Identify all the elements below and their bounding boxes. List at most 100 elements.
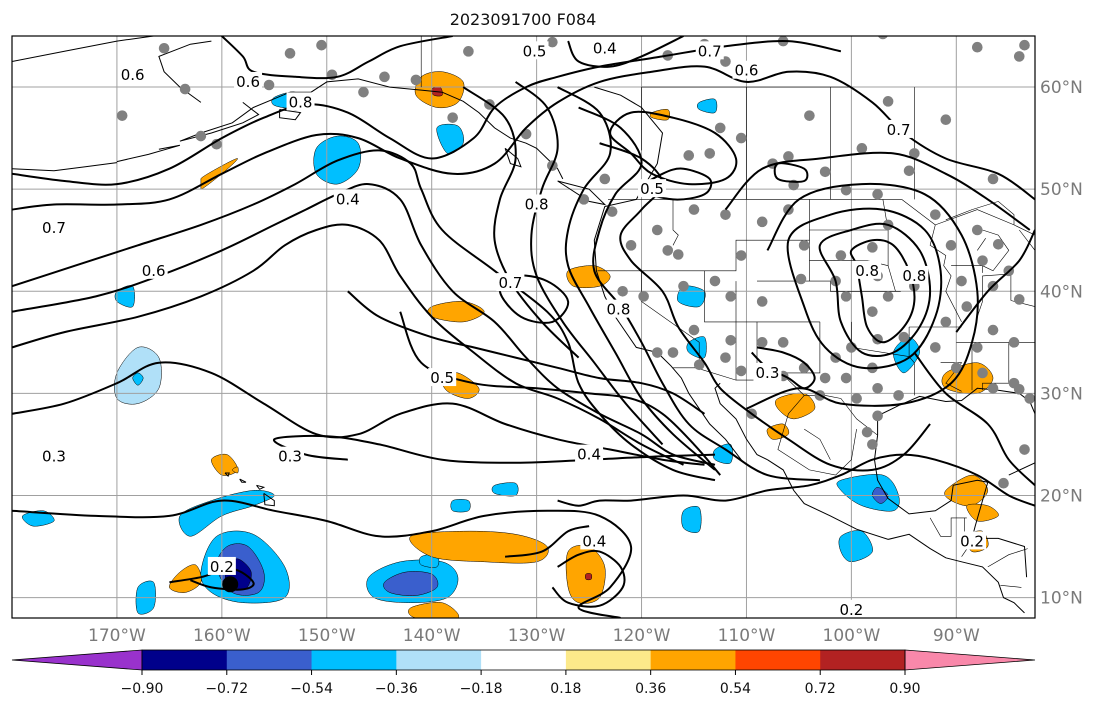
border-line — [783, 321, 821, 374]
contour-line — [514, 81, 664, 446]
station-dot — [683, 150, 695, 161]
coastline — [1008, 462, 1035, 476]
contour-label: 0.2 — [839, 601, 863, 619]
contour-label-bg — [732, 60, 761, 79]
station-dot — [987, 173, 999, 185]
coastline — [179, 78, 564, 180]
colorbar-tick-label: 0.54 — [720, 681, 751, 697]
contour-label: 0.6 — [142, 262, 166, 280]
contour-label-bg — [900, 265, 929, 284]
contour-line — [504, 525, 590, 558]
station-dot — [961, 301, 973, 312]
colorbar-tick-label: 0.18 — [550, 681, 581, 697]
station-dot — [783, 151, 794, 162]
contour-line — [557, 86, 716, 471]
contour-label-bg — [638, 179, 667, 198]
shaded-region — [436, 123, 464, 155]
contour-label: 0.5 — [523, 42, 547, 60]
contour-label: 0.7 — [887, 121, 911, 139]
station-dot — [578, 194, 590, 205]
coastline — [557, 180, 607, 206]
colorbar-swatch — [226, 650, 313, 670]
shaded-region — [681, 506, 702, 533]
contour-label-bg — [520, 41, 549, 60]
station-dot — [872, 382, 883, 394]
station-dot — [940, 316, 952, 328]
lat-tick-label: 40°N — [1040, 282, 1083, 302]
shaded-region — [169, 564, 202, 593]
contour-line — [849, 238, 916, 344]
shaded-region — [450, 499, 471, 513]
station-dot — [861, 426, 873, 438]
border-line — [977, 275, 983, 317]
border-line — [987, 548, 1028, 568]
contour-label-bg — [39, 217, 68, 236]
contour-line — [557, 453, 1035, 507]
latitude-tick-labels: 10°N 20°N 30°N 40°N 50°N 60°N — [1040, 78, 1083, 609]
colorbar-extend-low — [11, 649, 143, 671]
contour-label-bg — [522, 194, 551, 213]
station-dot — [804, 110, 815, 121]
station-dot — [617, 285, 628, 297]
border-line — [935, 209, 1035, 236]
contour-label: 0.8 — [289, 93, 313, 111]
colorbar-swatch — [481, 650, 567, 670]
station-dot — [992, 238, 1004, 250]
station-dot — [662, 245, 674, 256]
contour-label: 0.7 — [498, 274, 522, 292]
station-dot — [977, 255, 988, 266]
contour-label-bg — [234, 71, 263, 90]
contour-label: 0.3 — [278, 448, 302, 466]
contour-label: 0.7 — [698, 42, 722, 60]
contour-line — [818, 222, 932, 358]
station-dot — [1019, 444, 1030, 455]
station-dot — [651, 224, 663, 236]
station-dot — [756, 216, 768, 228]
coastline — [593, 86, 747, 466]
contour-line — [12, 183, 716, 466]
colorbar-swatch — [735, 650, 821, 670]
contour-label: 0.2 — [960, 532, 984, 550]
contour-label: 0.6 — [121, 66, 145, 84]
colorbar-swatch — [650, 650, 736, 670]
station-dot — [735, 250, 747, 261]
border-line — [777, 395, 857, 476]
border-line — [929, 517, 967, 537]
station-dot — [195, 130, 207, 142]
station-dot — [840, 184, 852, 196]
map-layers: 0.6 0.6 0.8 0.5 0.4 0.7 0.6 0.7 0.7 0.4 0.6 0.8 0.5 0… — [12, 36, 1035, 619]
contour-line — [567, 36, 684, 68]
station-dot — [903, 165, 915, 177]
station-dot — [956, 275, 967, 287]
contour-label-bg — [853, 260, 882, 279]
station-dot — [819, 166, 831, 178]
station-dot — [688, 204, 700, 215]
station-dot — [795, 273, 807, 285]
station-dot — [606, 206, 618, 217]
shaded-region — [491, 482, 519, 497]
station-dot — [625, 240, 637, 251]
station-dot — [971, 41, 983, 53]
lat-tick-label: 50°N — [1040, 180, 1083, 200]
station-dot — [520, 128, 532, 140]
coastline — [767, 459, 1025, 614]
colorbar-tick-label: 0.72 — [805, 681, 836, 697]
station-dot — [379, 71, 390, 83]
contour-line — [609, 110, 738, 186]
contour-line — [773, 162, 809, 183]
colorbar: −0.90 −0.72 −0.54 −0.36 −0.18 0.18 0.36 0.54 0.7… — [11, 649, 1036, 697]
station-dot — [358, 86, 369, 98]
station-dot — [971, 342, 983, 353]
contour-line — [955, 229, 1035, 333]
station-dot — [756, 337, 768, 348]
border-line — [977, 238, 986, 251]
station-dot — [651, 347, 663, 358]
contour-label: 0.3 — [756, 364, 780, 382]
station-dot — [893, 390, 904, 401]
contour-label: 0.4 — [593, 39, 617, 57]
station-dot — [930, 209, 941, 220]
contour-line — [786, 207, 943, 370]
contour-label: 0.4 — [582, 532, 606, 550]
colorbar-tick-label: −0.18 — [460, 681, 503, 697]
